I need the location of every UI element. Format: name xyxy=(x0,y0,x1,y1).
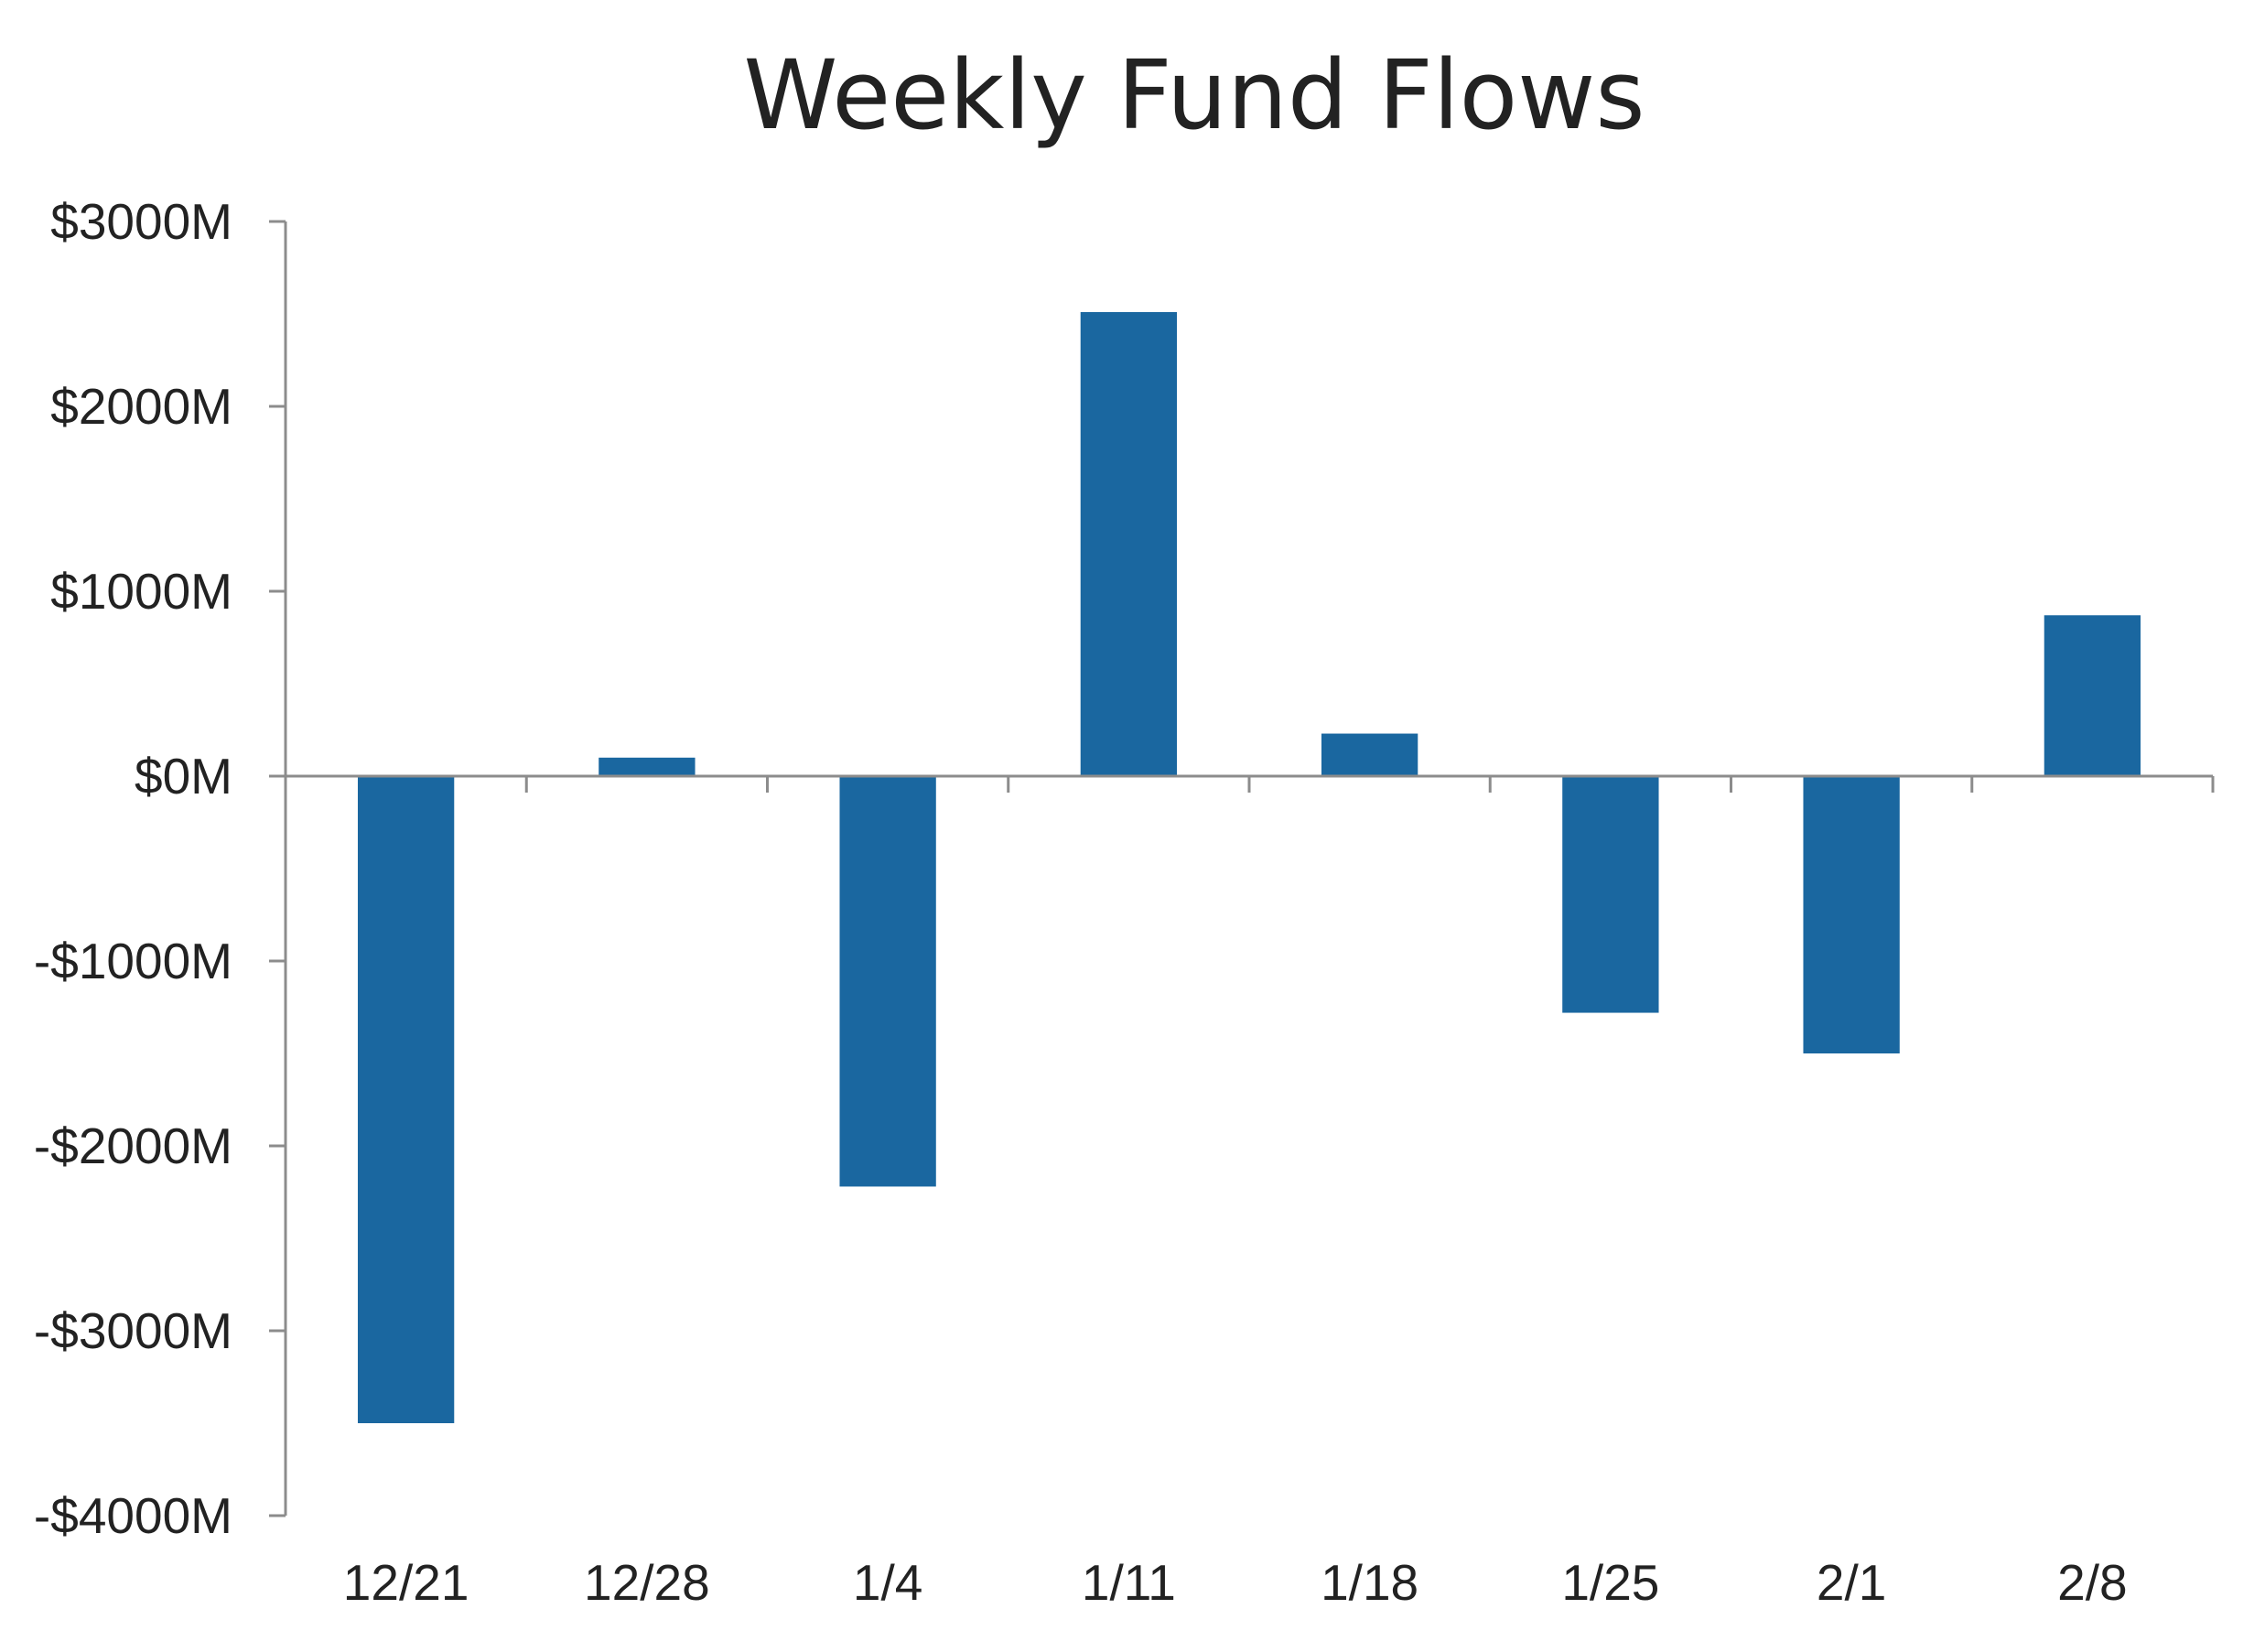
bar-2-8 xyxy=(2044,615,2141,776)
x-tick-label: 2/1 xyxy=(1817,1554,1886,1611)
bars xyxy=(357,311,2141,1423)
y-tick-label: $3000M xyxy=(50,193,232,250)
bar-1-18 xyxy=(1321,733,1418,776)
bar-1-4 xyxy=(839,776,936,1187)
y-tick-label: $2000M xyxy=(50,378,232,435)
y-tick-label: -$1000M xyxy=(34,933,232,989)
x-tick-label: 1/18 xyxy=(1321,1554,1418,1611)
bar-1-11 xyxy=(1080,311,1178,776)
x-tick-label: 1/25 xyxy=(1561,1554,1659,1611)
y-tick-label: -$3000M xyxy=(34,1302,232,1359)
bar-12-28 xyxy=(599,757,696,776)
y-axis: $3000M $2000M $1000M $0M -$1000M -$2000M -$300… xyxy=(34,193,287,1544)
x-tick-label: 12/21 xyxy=(343,1554,469,1611)
y-tick-label: $0M xyxy=(135,748,232,804)
y-tick-label: -$2000M xyxy=(34,1118,232,1174)
chart-title: Weekly Fund Flows xyxy=(743,39,1645,151)
bar-2-1 xyxy=(1803,776,1900,1053)
y-tick-label: $1000M xyxy=(50,563,232,620)
bar-12-21 xyxy=(357,776,455,1423)
x-tick-label: 1/4 xyxy=(853,1554,922,1611)
x-tick-label: 12/28 xyxy=(584,1554,710,1611)
x-tick-label: 2/8 xyxy=(2057,1554,2127,1611)
x-tick-label: 1/11 xyxy=(1082,1554,1176,1611)
y-tick-label: -$4000M xyxy=(34,1487,232,1544)
x-axis: 12/21 12/28 1/4 1/11 1/18 1/25 2/1 2/8 xyxy=(286,774,2215,1611)
bar-1-25 xyxy=(1562,776,1659,1013)
